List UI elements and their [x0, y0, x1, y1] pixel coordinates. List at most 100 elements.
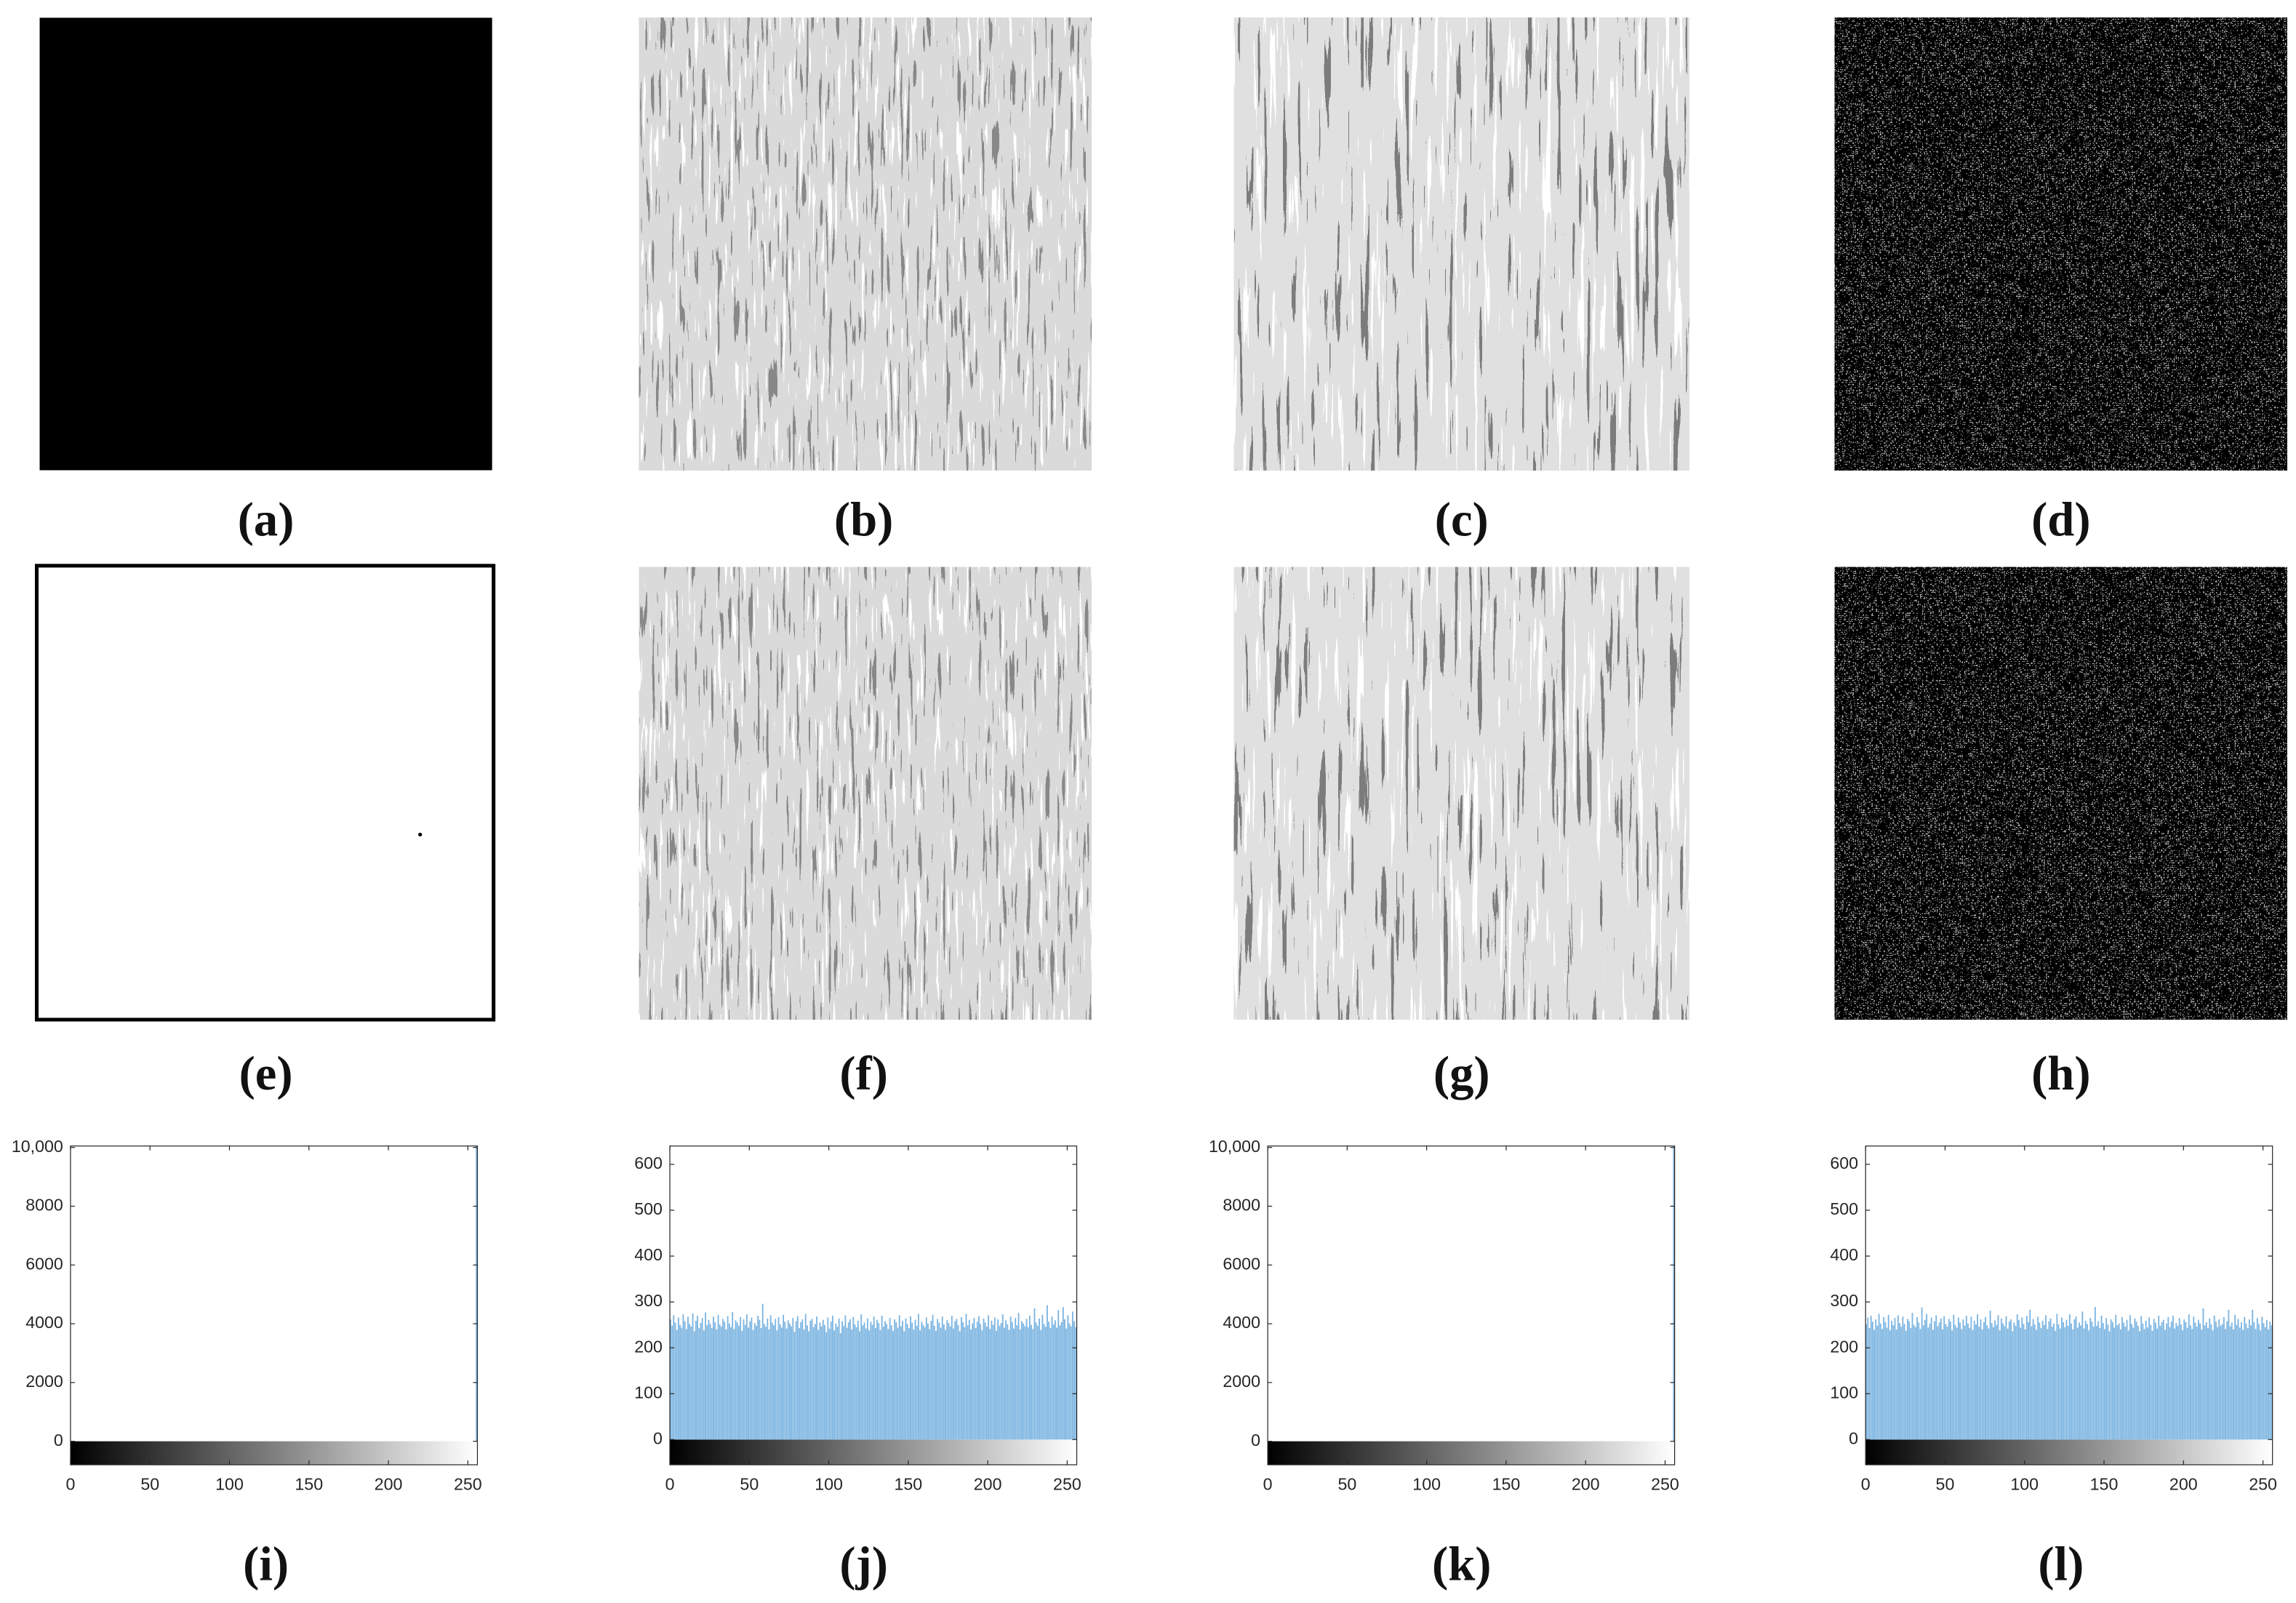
bar: [937, 1319, 939, 1440]
bar: [1983, 1322, 1985, 1440]
bar: [816, 1316, 817, 1440]
bar: [817, 1330, 820, 1440]
bar: [1970, 1316, 1972, 1440]
bar: [2025, 1315, 2028, 1440]
bar: [769, 1315, 772, 1440]
bar: [799, 1328, 800, 1440]
bar: [2004, 1326, 2006, 1440]
bar: [2194, 1322, 2196, 1440]
bar: [2039, 1322, 2041, 1440]
bar: [1981, 1329, 1983, 1440]
bar: [1892, 1325, 1895, 1440]
bar: [925, 1317, 927, 1440]
bar: [732, 1311, 734, 1440]
bar: [701, 1318, 703, 1440]
bar: [1900, 1327, 1903, 1440]
bar: [714, 1322, 716, 1440]
bar: [964, 1327, 966, 1440]
bar: [2067, 1325, 2069, 1440]
bar: [965, 1314, 967, 1440]
bar: [1056, 1327, 1057, 1440]
histogram: [1268, 1146, 1675, 1465]
bar: [809, 1320, 812, 1440]
bar: [2086, 1324, 2088, 1440]
panel-label: (i): [243, 1538, 289, 1591]
x-tick-label: 0: [1263, 1474, 1273, 1493]
bar: [911, 1322, 913, 1440]
bar: [2059, 1328, 2061, 1440]
bar: [2177, 1325, 2179, 1440]
y-tick-label: 0: [653, 1428, 663, 1447]
bar: [905, 1318, 907, 1440]
bar: [2028, 1322, 2029, 1440]
bar: [868, 1330, 871, 1440]
bar: [2145, 1320, 2147, 1440]
bar: [2099, 1328, 2101, 1440]
bar: [803, 1329, 805, 1440]
bar: [975, 1328, 977, 1440]
bar: [753, 1323, 756, 1440]
bar: [908, 1328, 910, 1440]
y-tick-label: 4000: [1223, 1313, 1260, 1332]
bar: [1060, 1322, 1063, 1440]
bar: [1017, 1313, 1020, 1440]
bar: [1910, 1328, 1912, 1440]
bar: [2250, 1325, 2252, 1440]
bar: [1049, 1328, 1052, 1440]
bar: [1886, 1327, 1888, 1440]
bar: [956, 1319, 958, 1440]
y-tick-label: 200: [634, 1337, 663, 1356]
bar: [1052, 1324, 1055, 1440]
bar: [881, 1315, 883, 1440]
bar: [1953, 1314, 1955, 1440]
bar: [728, 1323, 730, 1440]
bar: [1961, 1329, 1963, 1440]
bar: [1054, 1320, 1056, 1440]
bar: [924, 1327, 926, 1440]
bar: [2183, 1319, 2185, 1440]
bar: [819, 1322, 821, 1440]
bar: [1951, 1330, 1953, 1440]
bar: [2008, 1322, 2010, 1440]
bar: [2180, 1324, 2182, 1440]
bar: [1938, 1322, 1940, 1440]
bar: [1024, 1326, 1026, 1440]
bar: [2015, 1325, 2017, 1440]
bar: [1044, 1327, 1047, 1440]
bar: [724, 1322, 726, 1440]
bar: [962, 1322, 964, 1440]
bar: [812, 1327, 815, 1440]
x-tick-label: 200: [1572, 1474, 1600, 1493]
bar: [1073, 1321, 1076, 1440]
bar: [760, 1328, 762, 1440]
bar: [1068, 1323, 1071, 1440]
bar: [989, 1329, 991, 1440]
bar: [2150, 1324, 2152, 1440]
bar: [983, 1318, 985, 1440]
bar: [2164, 1330, 2166, 1440]
bar: [1040, 1330, 1042, 1440]
bar: [2021, 1317, 2023, 1440]
bar: [2190, 1325, 2191, 1440]
bar: [785, 1328, 788, 1440]
bar: [874, 1328, 876, 1440]
bar: [946, 1320, 948, 1440]
bar: [2174, 1328, 2176, 1440]
panel-label: (e): [239, 1047, 293, 1100]
x-tick-label: 200: [974, 1474, 1002, 1493]
bar: [682, 1314, 684, 1440]
bar: [1071, 1311, 1073, 1440]
bar: [2075, 1316, 2077, 1440]
bar: [2076, 1327, 2079, 1440]
bar: [1993, 1327, 1994, 1440]
bar: [863, 1322, 865, 1440]
bar: [2162, 1319, 2164, 1440]
bar: [744, 1324, 746, 1440]
bar: [692, 1313, 694, 1440]
bar: [2017, 1319, 2020, 1440]
bar: [2023, 1324, 2025, 1440]
bar: [2201, 1329, 2203, 1440]
bar: [2253, 1322, 2255, 1440]
bar: [814, 1324, 816, 1440]
histogram: [70, 1146, 478, 1465]
